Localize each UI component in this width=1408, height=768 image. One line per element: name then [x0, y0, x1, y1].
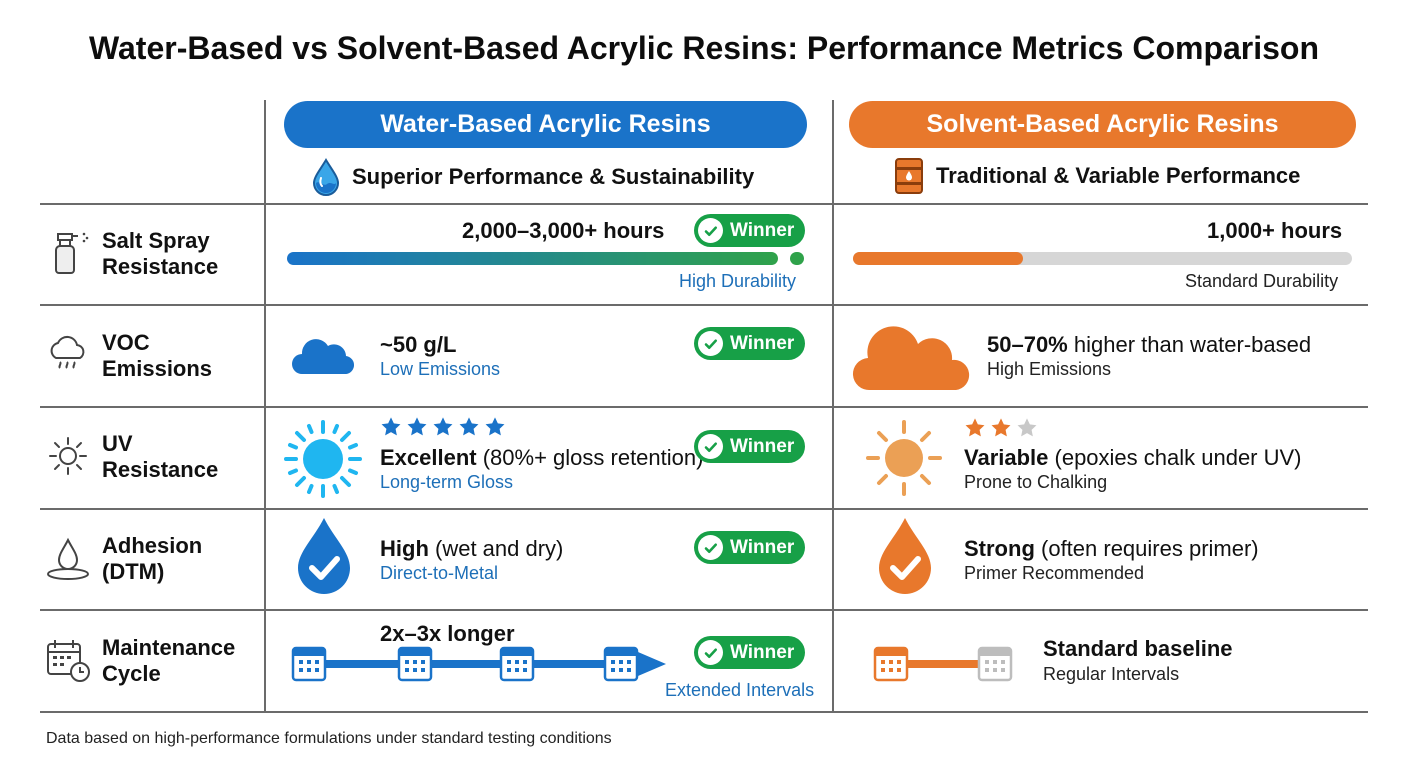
uv-water-note: Long-term Gloss [380, 472, 514, 492]
footnote: Data based on high-performance formulati… [46, 730, 612, 747]
voc-solvent-note: High Emissions [987, 359, 1112, 379]
uv-solvent-value: Variable (epoxies chalk under UV) [964, 445, 1302, 470]
drop-check-icon [298, 518, 350, 594]
winner-badge-uv: Winner [694, 430, 805, 463]
salt-spray-solvent-note: Standard Durability [1185, 271, 1339, 291]
salt-spray-water-bar-end [790, 252, 804, 265]
extended-interval-timeline [291, 646, 666, 682]
salt-spray-water-bar-fill [287, 252, 779, 265]
salt-spray-solvent-value: 1,000+ hours [1207, 218, 1343, 243]
check-icon [698, 640, 723, 665]
star-icon [484, 416, 506, 443]
solvent-based-subheader-text: Traditional & Variable Performance [936, 163, 1301, 188]
maintenance-solvent-note: Regular Intervals [1043, 664, 1180, 684]
metric-label-voc: VOC Emissions [102, 330, 213, 381]
voc-solvent-value: 50–70% higher than water-based [987, 332, 1312, 357]
winner-badge-salt-spray: Winner [694, 214, 805, 247]
calendar-icon [977, 646, 1013, 682]
calendar-icon [873, 646, 909, 682]
uv-water-rating [380, 416, 506, 443]
sun-icon [284, 420, 362, 498]
drop-surface-icon [47, 537, 89, 580]
grid-divider [40, 304, 1368, 306]
calendar-icon [603, 646, 639, 682]
star-icon [432, 416, 454, 443]
metric-label-adhesion: Adhesion (DTM) [102, 533, 203, 584]
water-based-subheader: Superior Performance & Sustainability [310, 158, 754, 196]
water-drop-icon [312, 158, 340, 196]
adhesion-water-value: High (wet and dry) [380, 536, 564, 561]
calendar-icon [291, 646, 327, 682]
drop-check-icon [879, 518, 931, 594]
winner-badge-voc: Winner [694, 327, 805, 360]
salt-spray-water-value: 2,000–3,000+ hours [462, 218, 665, 243]
star-icon [964, 417, 986, 444]
winner-badge-maintenance: Winner [694, 636, 805, 669]
adhesion-solvent-value: Strong (often requires primer) [964, 536, 1259, 561]
grid-divider [40, 406, 1368, 408]
salt-spray-solvent-bar [853, 252, 1352, 265]
star-icon [458, 416, 480, 443]
voc-water-value: ~50 g/L [380, 332, 457, 357]
adhesion-water-note: Direct-to-Metal [380, 563, 499, 583]
winner-badge-adhesion: Winner [694, 531, 805, 564]
star-icon [990, 417, 1012, 444]
grid-divider [40, 203, 1368, 205]
metric-label-salt-spray: Salt Spray Resistance [102, 228, 219, 279]
cloud-icon [292, 339, 355, 375]
maintenance-solvent-value: Standard baseline [1043, 636, 1233, 661]
star-icon [1016, 417, 1038, 444]
calendar-icon [499, 646, 535, 682]
star-icon [380, 416, 402, 443]
voc-water-note: Low Emissions [380, 359, 501, 379]
page-title: Water-Based vs Solvent-Based Acrylic Res… [88, 30, 1320, 66]
spray-bottle-icon [55, 232, 89, 274]
grid-divider [40, 508, 1368, 510]
sun-icon [49, 437, 87, 475]
water-based-subheader-text: Superior Performance & Sustainability [352, 164, 755, 189]
grid-divider [40, 609, 1368, 611]
check-icon [698, 218, 723, 243]
salt-spray-water-bar [287, 252, 804, 265]
maintenance-water-value: 2x–3x longer [380, 621, 515, 646]
metric-label-maintenance: Maintenance Cycle [102, 635, 236, 686]
oil-barrel-icon [895, 158, 923, 194]
salt-spray-solvent-bar-fill [853, 252, 1023, 265]
solvent-based-header: Solvent-Based Acrylic Resins [849, 101, 1356, 148]
standard-interval-timeline [873, 646, 1013, 682]
uv-solvent-note: Prone to Chalking [964, 472, 1108, 492]
cloud-icon [852, 326, 970, 391]
check-icon [698, 331, 723, 356]
metric-label-uv: UV Resistance [102, 431, 219, 482]
uv-water-value: Excellent (80%+ gloss retention) [380, 445, 704, 470]
calendar-icon [397, 646, 433, 682]
solvent-based-subheader: Traditional & Variable Performance [892, 156, 1300, 196]
grid-divider [40, 711, 1368, 713]
uv-solvent-rating [964, 417, 1038, 444]
water-based-header: Water-Based Acrylic Resins [284, 101, 807, 148]
maintenance-water-note: Extended Intervals [665, 680, 815, 700]
calendar-clock-icon [47, 640, 90, 682]
check-icon [698, 434, 723, 459]
star-icon [406, 416, 428, 443]
salt-spray-water-note: High Durability [679, 271, 797, 291]
adhesion-solvent-note: Primer Recommended [964, 563, 1145, 583]
check-icon [698, 535, 723, 560]
sun-icon [866, 420, 942, 496]
cloud-emissions-icon [50, 335, 85, 369]
